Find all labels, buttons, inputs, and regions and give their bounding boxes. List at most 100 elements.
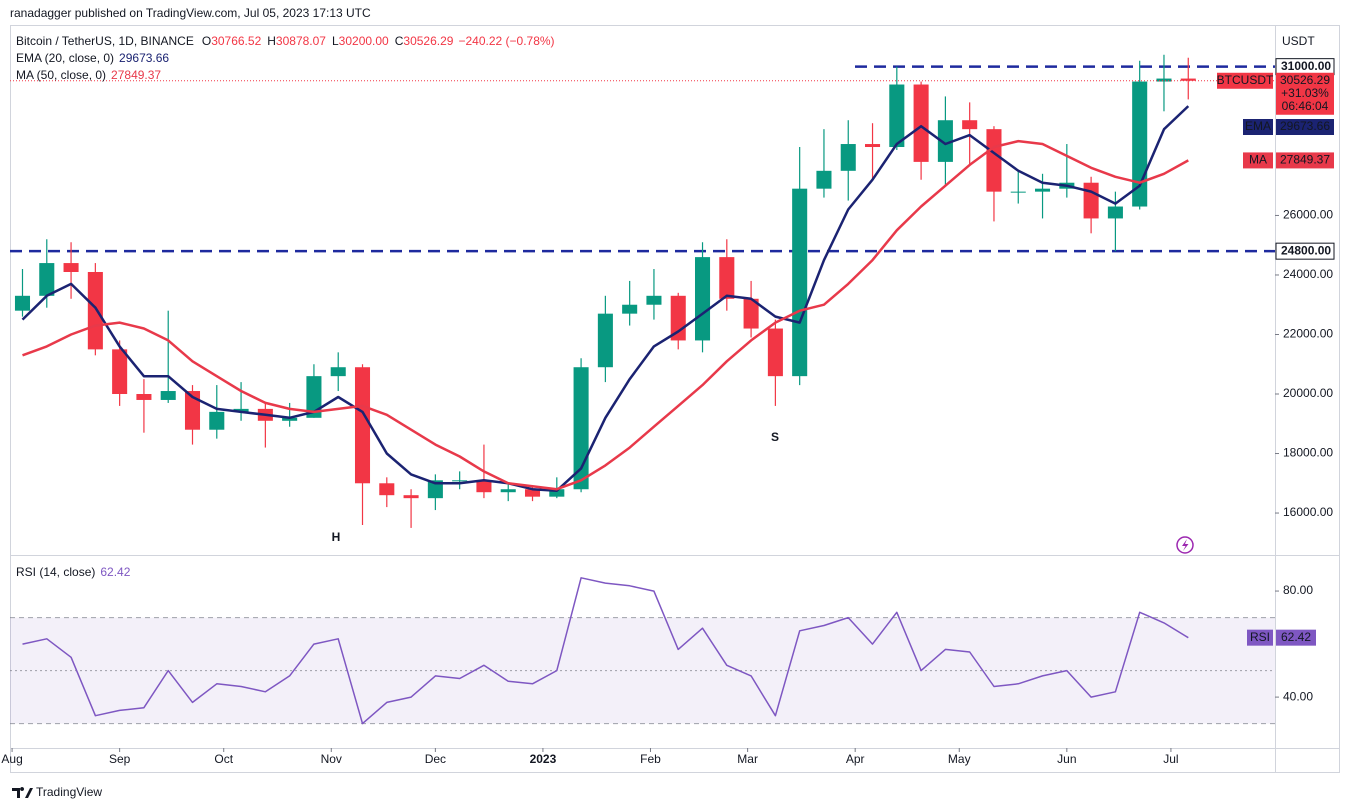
x-tick-label: Mar xyxy=(737,752,758,766)
price-change: +31.03% xyxy=(1281,86,1329,100)
legend-overlay-value: 27849.37 xyxy=(111,68,161,82)
overlay-name: EMA xyxy=(1245,119,1271,133)
x-tick-label: Feb xyxy=(640,752,661,766)
candle-body xyxy=(1035,188,1051,192)
candle-body xyxy=(184,391,201,430)
candle-body xyxy=(282,417,298,421)
countdown: 06:46:04 xyxy=(1282,99,1329,113)
candle-body xyxy=(986,129,1002,192)
candle-body xyxy=(160,391,176,400)
y-tick-label: 80.00 xyxy=(1283,583,1313,597)
candle-body xyxy=(330,367,346,377)
level-label: 24800.00 xyxy=(1281,243,1331,257)
candle-body xyxy=(476,480,492,493)
plot-area xyxy=(10,54,1275,725)
y-tick-label: 26000.00 xyxy=(1283,208,1333,222)
candle-body xyxy=(913,84,929,162)
symbol-box xyxy=(1217,72,1273,89)
legend-ohlc-value: 30200.00 xyxy=(339,34,389,48)
candle-body xyxy=(962,120,978,130)
legend-ohlc-key: C xyxy=(395,34,404,48)
candle-body xyxy=(573,367,589,490)
legend-overlay-name: EMA (20, close, 0) xyxy=(16,51,114,65)
price-label: 30526.29 xyxy=(1280,73,1330,87)
rsi-name: RSI xyxy=(1250,630,1270,644)
legend-ohlc-value: 30766.52 xyxy=(211,34,261,48)
legend-ohlc-value: 30526.29 xyxy=(403,34,453,48)
candle-body xyxy=(622,304,638,314)
rsi-value-box xyxy=(1276,629,1316,646)
x-tick-label: Jul xyxy=(1163,752,1178,766)
legend-overlay-name: MA (50, close, 0) xyxy=(16,68,106,82)
candle-body xyxy=(524,489,541,497)
rsi-value: 62.42 xyxy=(1281,630,1311,644)
pattern-annotation: H xyxy=(332,530,341,544)
candle-body xyxy=(1156,78,1172,82)
candle-body xyxy=(354,367,371,484)
overlay-name-box xyxy=(1243,119,1273,135)
pattern-annotation: S xyxy=(771,430,779,444)
x-tick-label: May xyxy=(948,752,971,766)
candle-body xyxy=(209,411,225,430)
legend-overlay-value: 29673.66 xyxy=(119,51,169,65)
level-label: 31000.00 xyxy=(1281,59,1331,73)
x-tick-label: Oct xyxy=(214,752,233,766)
candle-body xyxy=(719,257,735,299)
candle-body xyxy=(597,313,613,368)
x-tick-label: Sep xyxy=(109,752,131,766)
currency: USDT xyxy=(1282,34,1315,48)
logo xyxy=(12,787,33,798)
candle-body xyxy=(694,257,711,341)
candle-body xyxy=(14,295,31,311)
candle-body xyxy=(816,170,832,189)
y-tick-label: 16000.00 xyxy=(1283,505,1333,519)
y-tick-label: 24000.00 xyxy=(1283,267,1333,281)
candle-body xyxy=(937,120,953,162)
legend-symbol-line: Bitcoin / TetherUS, 1D, BINANCE O30766.52… xyxy=(16,34,555,48)
legend-overlay-line: EMA (20, close, 0) 29673.66 xyxy=(16,51,169,65)
candle-body xyxy=(379,483,395,496)
candle-body xyxy=(1180,78,1196,81)
legend-change: −240.22 (−0.78%) xyxy=(458,34,554,48)
candle-body xyxy=(63,263,79,272)
x-tick-label: Dec xyxy=(425,752,446,766)
candle-body xyxy=(1107,206,1123,219)
candle-body xyxy=(87,271,103,350)
candle-body xyxy=(1010,191,1026,193)
y-tick-label: 40.00 xyxy=(1283,689,1313,703)
candle-body xyxy=(889,84,905,148)
candle-body xyxy=(452,480,468,482)
legend-overlay-line: MA (50, close, 0) 27849.37 xyxy=(16,68,161,82)
rsi-line xyxy=(22,577,1189,725)
candle-body xyxy=(743,298,759,329)
legend-rsi-line: RSI (14, close) 62.42 xyxy=(16,565,131,579)
price-box xyxy=(1276,72,1334,115)
candle-body xyxy=(136,394,152,400)
labels: 16000.00 18000.00 20000.00 22000.00 24000.00… xyxy=(1,34,1335,766)
overlay-value-box xyxy=(1276,119,1334,135)
overlay-value-box xyxy=(1276,152,1334,169)
candle-body xyxy=(403,495,419,499)
symbol-label: BTCUSDT xyxy=(1217,73,1274,87)
footer-brand: TradingView xyxy=(36,785,102,799)
candle-body xyxy=(549,489,565,497)
overlay-value: 27849.37 xyxy=(1280,153,1330,167)
legend-symbol: Bitcoin / TetherUS, 1D, BINANCE xyxy=(16,34,194,48)
frame xyxy=(10,25,1340,773)
candle-body xyxy=(792,188,808,377)
candle-body xyxy=(112,349,128,395)
overlay-value: 29673.66 xyxy=(1280,119,1330,133)
overlay-name: MA xyxy=(1249,153,1267,167)
candle-body xyxy=(306,376,322,418)
legend-ohlc-key: O xyxy=(202,34,211,48)
legend-rsi-value: 62.42 xyxy=(100,565,130,579)
candle-body xyxy=(767,328,783,377)
y-tick-label: 18000.00 xyxy=(1283,446,1333,460)
level-label-box xyxy=(1275,242,1335,260)
overlay-line xyxy=(22,139,1189,491)
y-tick-label: 20000.00 xyxy=(1283,386,1333,400)
candle-body xyxy=(233,408,249,412)
y-tick-label: 22000.00 xyxy=(1283,327,1333,341)
legend-ohlc-key: H xyxy=(267,34,276,48)
